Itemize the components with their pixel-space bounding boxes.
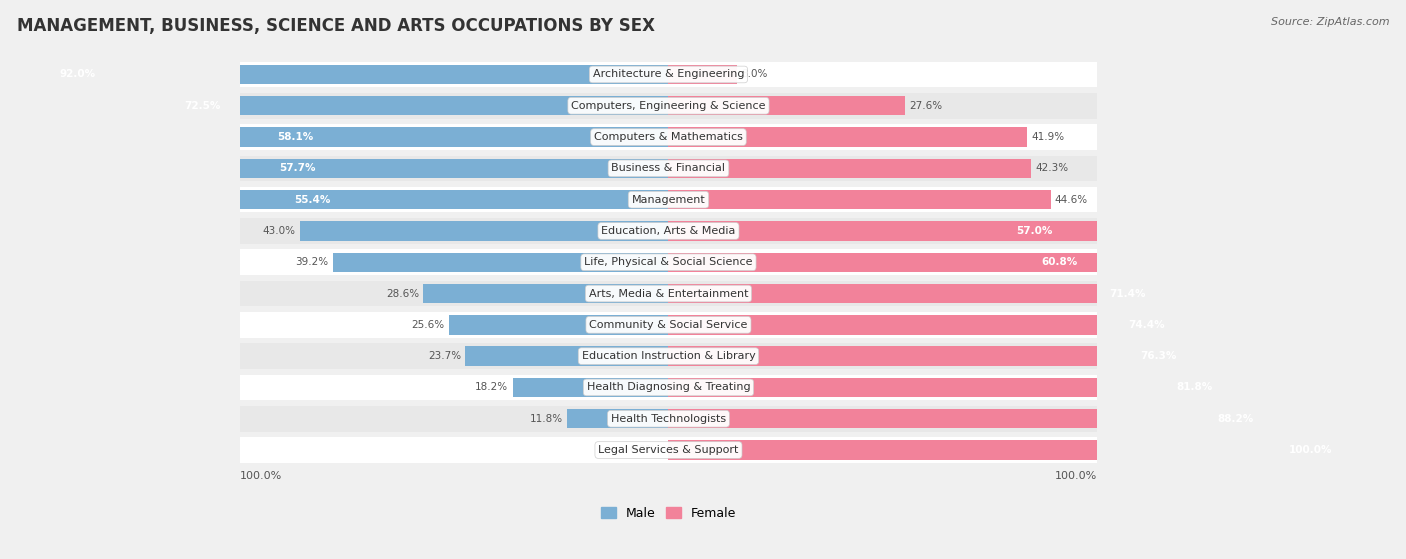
Bar — [423, 284, 668, 303]
Bar — [174, 159, 668, 178]
FancyBboxPatch shape — [240, 281, 1097, 306]
FancyBboxPatch shape — [240, 218, 1097, 244]
FancyBboxPatch shape — [240, 249, 1097, 275]
Bar — [668, 65, 737, 84]
Bar — [668, 96, 905, 116]
Bar — [333, 253, 668, 272]
Text: 0.0%: 0.0% — [630, 445, 655, 455]
FancyBboxPatch shape — [240, 375, 1097, 400]
Bar — [170, 127, 668, 147]
Bar — [668, 127, 1028, 147]
FancyBboxPatch shape — [240, 312, 1097, 338]
Text: MANAGEMENT, BUSINESS, SCIENCE AND ARTS OCCUPATIONS BY SEX: MANAGEMENT, BUSINESS, SCIENCE AND ARTS O… — [17, 17, 655, 35]
Text: Source: ZipAtlas.com: Source: ZipAtlas.com — [1271, 17, 1389, 27]
Text: 27.6%: 27.6% — [910, 101, 942, 111]
Text: Health Diagnosing & Treating: Health Diagnosing & Treating — [586, 382, 751, 392]
Text: 58.1%: 58.1% — [277, 132, 314, 142]
FancyBboxPatch shape — [240, 437, 1097, 463]
Text: Health Technologists: Health Technologists — [610, 414, 725, 424]
Bar — [299, 221, 668, 241]
Bar — [513, 378, 668, 397]
Bar — [48, 96, 668, 116]
Bar — [668, 253, 1189, 272]
Text: 92.0%: 92.0% — [59, 69, 96, 79]
Text: 28.6%: 28.6% — [387, 288, 419, 299]
Text: 43.0%: 43.0% — [263, 226, 295, 236]
Text: 88.2%: 88.2% — [1218, 414, 1253, 424]
Text: 23.7%: 23.7% — [427, 351, 461, 361]
Bar — [449, 315, 668, 334]
Text: 42.3%: 42.3% — [1035, 163, 1069, 173]
Bar — [465, 347, 668, 366]
Text: Business & Financial: Business & Financial — [612, 163, 725, 173]
Text: 39.2%: 39.2% — [295, 257, 329, 267]
Text: 60.8%: 60.8% — [1040, 257, 1077, 267]
Text: Architecture & Engineering: Architecture & Engineering — [593, 69, 744, 79]
Bar — [194, 190, 668, 210]
Text: 55.4%: 55.4% — [294, 195, 330, 205]
Text: Life, Physical & Social Science: Life, Physical & Social Science — [585, 257, 752, 267]
FancyBboxPatch shape — [240, 61, 1097, 87]
FancyBboxPatch shape — [240, 93, 1097, 119]
Bar — [668, 409, 1406, 428]
Text: 71.4%: 71.4% — [1109, 288, 1146, 299]
FancyBboxPatch shape — [240, 187, 1097, 212]
Text: 8.0%: 8.0% — [741, 69, 768, 79]
Text: 44.6%: 44.6% — [1054, 195, 1088, 205]
FancyBboxPatch shape — [240, 155, 1097, 181]
Text: 18.2%: 18.2% — [475, 382, 508, 392]
Text: 11.8%: 11.8% — [530, 414, 562, 424]
Bar — [668, 440, 1406, 459]
Text: Education, Arts & Media: Education, Arts & Media — [602, 226, 735, 236]
Bar — [568, 409, 668, 428]
Text: Arts, Media & Entertainment: Arts, Media & Entertainment — [589, 288, 748, 299]
Bar — [668, 221, 1157, 241]
Bar — [0, 65, 668, 84]
Text: 72.5%: 72.5% — [184, 101, 221, 111]
FancyBboxPatch shape — [240, 406, 1097, 432]
Text: 76.3%: 76.3% — [1140, 351, 1177, 361]
Text: Education Instruction & Library: Education Instruction & Library — [582, 351, 755, 361]
FancyBboxPatch shape — [240, 343, 1097, 369]
Legend: Male, Female: Male, Female — [600, 507, 735, 520]
Text: 25.6%: 25.6% — [412, 320, 444, 330]
Bar — [668, 378, 1369, 397]
Bar — [668, 190, 1050, 210]
Text: 100.0%: 100.0% — [1289, 445, 1333, 455]
Text: 100.0%: 100.0% — [240, 471, 283, 481]
Bar — [668, 347, 1322, 366]
Text: 74.4%: 74.4% — [1128, 320, 1164, 330]
Text: 57.7%: 57.7% — [280, 163, 316, 173]
Text: Legal Services & Support: Legal Services & Support — [599, 445, 738, 455]
Text: Computers, Engineering & Science: Computers, Engineering & Science — [571, 101, 766, 111]
FancyBboxPatch shape — [240, 124, 1097, 150]
Text: 100.0%: 100.0% — [1054, 471, 1097, 481]
Bar — [668, 159, 1031, 178]
Bar — [668, 315, 1306, 334]
Bar — [668, 284, 1281, 303]
Text: Management: Management — [631, 195, 706, 205]
Text: 41.9%: 41.9% — [1032, 132, 1064, 142]
Text: 57.0%: 57.0% — [1017, 226, 1053, 236]
Text: Community & Social Service: Community & Social Service — [589, 320, 748, 330]
Text: Computers & Mathematics: Computers & Mathematics — [593, 132, 742, 142]
Text: 81.8%: 81.8% — [1175, 382, 1212, 392]
